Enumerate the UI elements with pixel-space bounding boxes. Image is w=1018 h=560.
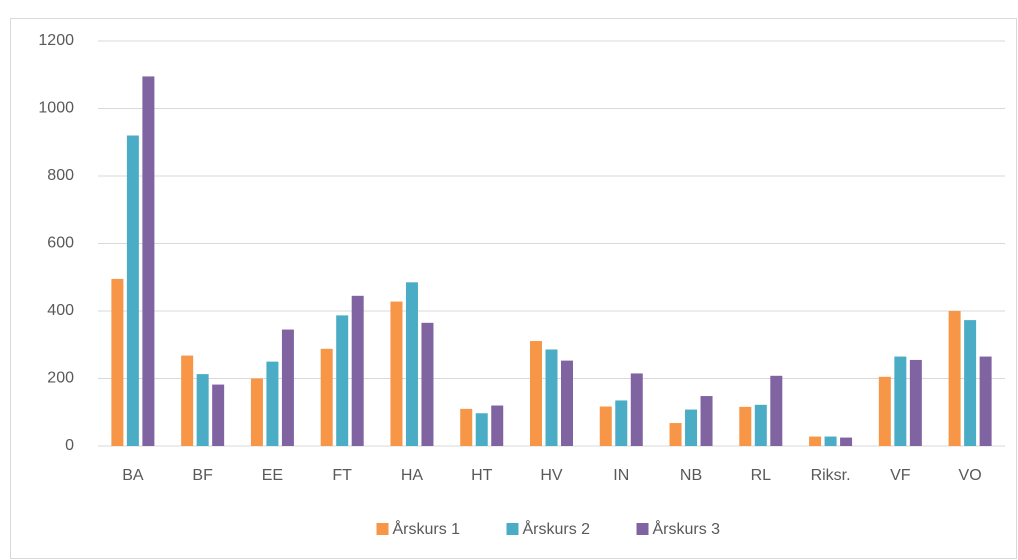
bar [126,135,139,446]
bar [491,405,504,446]
bar [142,76,155,446]
bar [669,423,682,446]
bar [754,404,767,446]
bar [685,409,698,446]
x-tick-label: HT [471,467,493,484]
legend-swatch [506,523,519,535]
bar [320,348,333,446]
bar [964,320,977,446]
bar [979,356,992,446]
bar [421,322,434,446]
y-tick-label: 600 [47,235,74,252]
x-tick-label: FT [332,467,352,484]
bar [894,356,907,446]
bar [840,437,853,446]
bar [878,376,891,446]
legend-label: Årskurs 2 [523,519,591,538]
bar [615,400,628,446]
x-tick-label: HV [540,467,563,484]
x-tick-label: BA [122,467,144,484]
y-tick-label: 1000 [38,100,74,117]
bar [948,311,961,446]
bar [809,436,822,446]
bar [250,378,263,446]
x-tick-label: BF [192,467,213,484]
bar [111,278,124,446]
x-tick-label: HA [401,467,424,484]
x-tick-label: VO [959,467,982,484]
legend-label: Årskurs 1 [393,519,461,538]
bar [405,282,418,446]
bar [630,373,643,446]
bar [739,406,752,446]
x-tick-label: Riksr. [811,467,851,484]
y-tick-label: 400 [47,302,74,319]
bar [281,329,294,446]
bar [390,301,403,446]
bar [196,374,209,446]
bar [460,408,473,446]
legend-swatch [636,523,649,535]
y-tick-label: 800 [47,167,74,184]
bar [770,375,783,446]
legend-label: Årskurs 3 [653,519,721,538]
bar [599,406,612,446]
x-tick-label: EE [262,467,283,484]
bar [266,361,279,446]
bar [351,295,364,446]
y-tick-label: 1200 [38,32,74,49]
bar [336,315,349,446]
bar [545,349,558,446]
bar [212,384,225,446]
x-tick-label: RL [751,467,772,484]
y-tick-label: 0 [65,437,74,454]
bar [530,341,542,446]
x-tick-label: VF [890,467,911,484]
bar [181,355,194,446]
bar [824,436,837,446]
y-tick-label: 200 [47,370,74,387]
bar [700,396,713,446]
chart-frame [10,18,1017,559]
bar [909,359,922,446]
x-tick-label: IN [613,467,629,484]
bar [561,360,573,446]
legend-swatch [376,523,389,535]
x-tick-label: NB [680,467,702,484]
bar [475,413,488,446]
